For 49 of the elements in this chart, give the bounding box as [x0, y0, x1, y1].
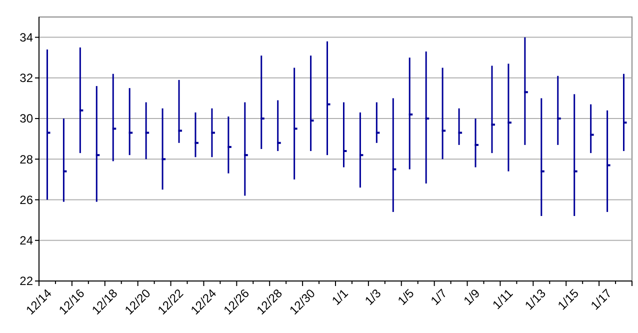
candlestick [211, 108, 215, 158]
candlestick [524, 36, 528, 146]
x-tick-label: 1/7 [428, 286, 450, 308]
candlestick [96, 85, 100, 203]
candlestick [62, 118, 67, 203]
candlestick [623, 73, 627, 152]
y-tick-label: 34 [20, 30, 34, 45]
candlestick [425, 50, 430, 184]
candlestick [310, 54, 314, 152]
candlestick [491, 64, 495, 154]
y-tick-label: 26 [20, 192, 34, 207]
x-tick-label: 1/3 [362, 286, 384, 308]
candlestick [326, 40, 330, 156]
candlestick [590, 104, 594, 154]
candlestick [574, 93, 578, 217]
candlestick [508, 62, 512, 172]
candlestick [294, 67, 298, 180]
candlestick [162, 108, 166, 190]
candlestick [458, 108, 462, 146]
candlestick [277, 100, 281, 152]
candlestick [606, 110, 610, 213]
candlestick [474, 118, 479, 168]
candlestick [540, 97, 544, 217]
candlestick [260, 54, 264, 150]
x-tick-label: 1/11 [490, 286, 516, 312]
candlestick [442, 67, 446, 160]
candlestick [392, 97, 396, 213]
y-tick-label: 22 [20, 274, 34, 288]
candlestick [112, 73, 116, 162]
candlestick [46, 48, 50, 201]
y-tick-label: 30 [20, 112, 34, 126]
x-tick-label: 1/1 [329, 286, 352, 308]
candlestick [359, 112, 364, 188]
y-tick-label: 24 [20, 234, 34, 248]
candlestick [342, 102, 347, 168]
y-tick-label: 32 [20, 71, 34, 86]
candlestick [194, 112, 198, 158]
x-tick-label: 1/9 [460, 286, 483, 308]
candlestick [79, 46, 84, 154]
candlestick [228, 116, 232, 174]
candlestick [244, 102, 248, 196]
candlestick [408, 56, 413, 170]
candlestick [145, 102, 150, 160]
candlestick [128, 87, 133, 156]
y-tick-label: 28 [20, 152, 34, 166]
candlestick [178, 79, 182, 144]
candlestick [376, 102, 380, 144]
x-tick-label: 1/5 [395, 286, 417, 308]
candlestick [557, 75, 561, 146]
